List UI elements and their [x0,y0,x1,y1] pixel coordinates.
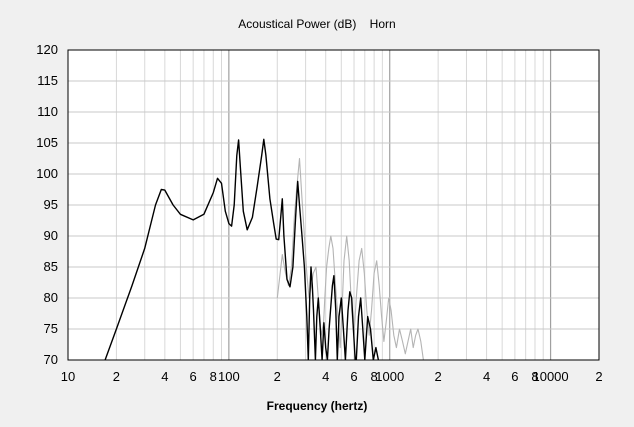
x-tick-label: 4 [322,369,329,384]
x-tick-label: 6 [190,369,197,384]
x-tick-label: 1000 [375,369,404,384]
chart-title: Acoustical Power (dB) Horn [238,17,396,31]
y-tick-label: 80 [44,290,58,305]
y-tick-label: 105 [36,135,58,150]
x-tick-label: 8 [531,369,538,384]
y-tick-label: 75 [44,321,58,336]
grid [68,50,599,360]
y-tick-label: 120 [36,42,58,57]
x-tick-label: 2 [113,369,120,384]
x-tick-label: 6 [511,369,518,384]
series-line-black [104,138,380,360]
x-tick-label: 4 [483,369,490,384]
x-tick-label: 8 [210,369,217,384]
x-tick-label: 8 [371,369,378,384]
y-tick-label: 70 [44,352,58,367]
y-tick-label: 110 [37,104,58,119]
x-tick-label: 4 [161,369,168,384]
x-tick-label: 2 [274,369,281,384]
y-axis-ticks: 70 75 80 85 90 95 100 105 110 115 120 [36,42,58,367]
y-tick-label: 95 [44,197,58,212]
x-tick-label: 10000 [532,369,568,384]
plot-border [67,49,600,361]
series-layer [104,138,424,360]
x-tick-label: 6 [350,369,357,384]
y-tick-label: 100 [36,166,58,181]
x-tick-label: 100 [218,369,240,384]
y-tick-label: 115 [37,73,58,88]
x-axis-label: Frequency (hertz) [266,399,368,413]
y-tick-label: 90 [44,228,58,243]
x-tick-label: 10 [61,369,75,384]
x-tick-label: 2 [595,369,602,384]
y-tick-label: 85 [44,259,58,274]
series-line-gray [276,157,424,360]
x-tick-label: 2 [435,369,442,384]
